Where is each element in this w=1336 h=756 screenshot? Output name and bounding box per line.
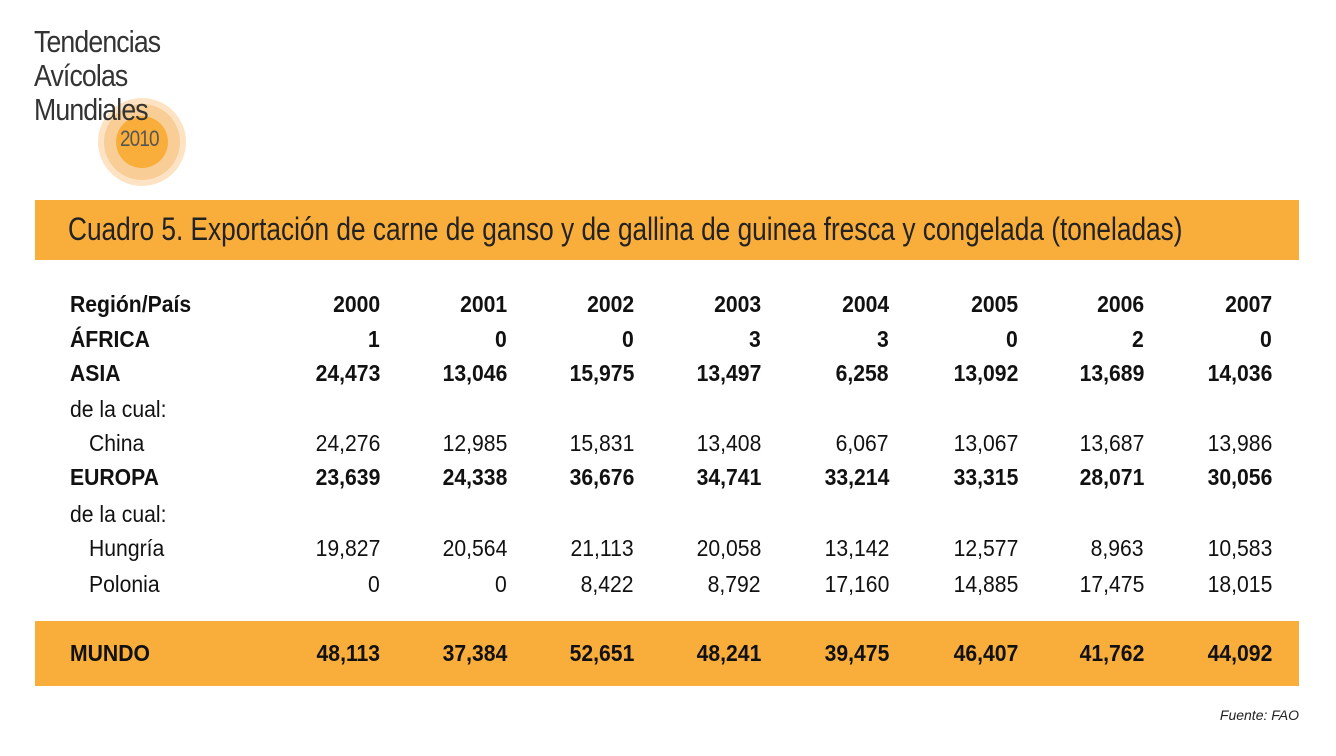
table-cell: 13,067 (953, 430, 1018, 456)
table-cell: 13,092 (953, 360, 1018, 386)
table-cell: 0 (622, 326, 634, 352)
table-cell: 14,885 (953, 571, 1018, 597)
table-cell: 10,583 (1207, 535, 1272, 561)
table-cell: 52,651 (569, 640, 634, 666)
column-header-year: 2002 (586, 291, 634, 317)
table-title: Cuadro 5. Exportación de carne de ganso … (68, 211, 1183, 247)
column-header-year: 2007 (1224, 291, 1272, 317)
table-cell: 13,687 (1079, 430, 1144, 456)
table-cell: 13,986 (1207, 430, 1272, 456)
table-cell: 48,241 (696, 640, 761, 666)
logo: Tendencias Avícolas Mundiales 2010 (34, 26, 214, 186)
table-cell: 8,422 (581, 571, 634, 597)
row-label: China (89, 430, 145, 456)
column-header-year: 2003 (713, 291, 761, 317)
column-header-year: 2006 (1096, 291, 1144, 317)
table-cell: 1 (368, 326, 380, 352)
table-cell: 24,276 (315, 430, 380, 456)
logo-line-1: Tendencias (34, 24, 161, 59)
table-cell: 37,384 (442, 640, 507, 666)
table-cell: 0 (1006, 326, 1018, 352)
table-cell: 12,577 (953, 535, 1018, 561)
row-label: de la cual: (70, 396, 167, 422)
table-cell: 15,831 (569, 430, 634, 456)
table-cell: 0 (368, 571, 380, 597)
logo-year: 2010 (120, 126, 160, 151)
table-cell: 2 (1132, 326, 1144, 352)
table-cell: 20,564 (442, 535, 507, 561)
table-cell: 6,258 (836, 360, 889, 386)
column-header-year: 2000 (332, 291, 380, 317)
table-cell: 18,015 (1207, 571, 1272, 597)
column-header-year: 2005 (970, 291, 1018, 317)
table-cell: 28,071 (1079, 464, 1144, 490)
table-cell: 13,142 (824, 535, 889, 561)
table-cell: 3 (877, 326, 889, 352)
title-banner: Cuadro 5. Exportación de carne de ganso … (35, 200, 1299, 260)
table-cell: 13,408 (696, 430, 761, 456)
row-label: de la cual: (70, 501, 167, 527)
table-cell: 13,497 (696, 360, 761, 386)
table-cell: 14,036 (1207, 360, 1272, 386)
logo-line-2: Avícolas (34, 58, 128, 93)
row-label: ASIA (70, 360, 121, 386)
total-row-band (35, 621, 1299, 686)
table-cell: 0 (1260, 326, 1272, 352)
logo-inner-circle (116, 116, 168, 168)
table-cell: 48,113 (316, 640, 380, 666)
source-note: Fuente: FAO (1219, 707, 1299, 723)
row-label: Polonia (89, 571, 160, 597)
table-cell: 33,214 (824, 464, 889, 490)
table-cell: 3 (749, 326, 761, 352)
table-cell: 33,315 (953, 464, 1018, 490)
table-cell: 23,639 (315, 464, 380, 490)
table-cell: 30,056 (1207, 464, 1272, 490)
table-cell: 24,338 (442, 464, 507, 490)
table-cell: 19,827 (315, 535, 380, 561)
table-cell: 34,741 (696, 464, 761, 490)
table-cell: 36,676 (569, 464, 634, 490)
table-cell: 6,067 (836, 430, 889, 456)
row-label: ÁFRICA (70, 326, 150, 352)
table-cell: 17,475 (1079, 571, 1144, 597)
table-cell: 13,046 (442, 360, 507, 386)
table-cell: 0 (495, 326, 507, 352)
table-cell: 24,473 (315, 360, 380, 386)
table-cell: 21,113 (570, 535, 634, 561)
table-cell: 13,689 (1079, 360, 1144, 386)
column-header-region: Región/País (70, 291, 192, 317)
row-label: Hungría (89, 535, 165, 561)
table-cell: 41,762 (1079, 640, 1144, 666)
row-label: EUROPA (70, 464, 159, 490)
logo-line-3: Mundiales (34, 92, 149, 127)
column-header-year: 2001 (459, 291, 507, 317)
row-label: MUNDO (70, 640, 150, 666)
table-cell: 20,058 (696, 535, 761, 561)
table-cell: 39,475 (824, 640, 889, 666)
table-cell: 15,975 (569, 360, 634, 386)
table-cell: 46,407 (953, 640, 1018, 666)
table-cell: 0 (495, 571, 507, 597)
column-header-year: 2004 (841, 291, 889, 317)
table-cell: 8,963 (1091, 535, 1144, 561)
table-cell: 44,092 (1207, 640, 1272, 666)
table-cell: 12,985 (442, 430, 507, 456)
table-cell: 17,160 (824, 571, 889, 597)
table-cell: 8,792 (708, 571, 761, 597)
